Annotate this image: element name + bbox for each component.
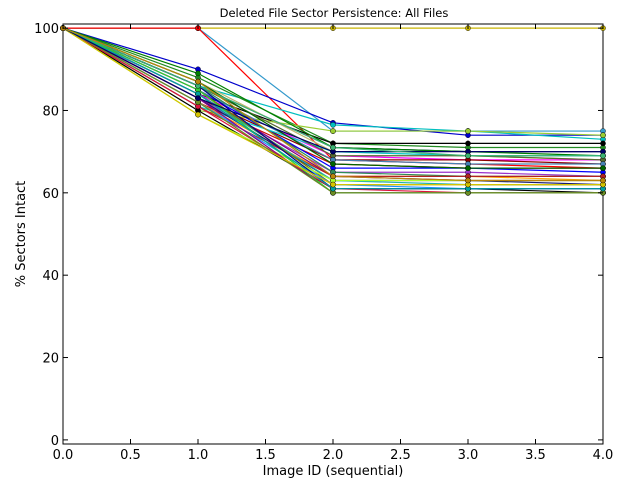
series-36 xyxy=(60,25,606,192)
data-point xyxy=(600,132,606,138)
data-point xyxy=(330,161,336,167)
data-point xyxy=(330,173,336,180)
plot-area: 0.0 0.5 1.0 1.5 2.0 2.5 3.0 3.5 4.0 0 20 40 60 80 100 xyxy=(34,22,613,463)
x-axis-label: Image ID (sequential) xyxy=(263,464,404,479)
x-tick-label: 4.0 xyxy=(593,448,614,463)
data-point xyxy=(600,165,606,171)
y-tick-label: 80 xyxy=(42,104,59,119)
y-tick-label: 0 xyxy=(51,434,59,449)
x-tick-label: 0.5 xyxy=(120,448,141,463)
x-tick-label: 3.0 xyxy=(458,448,479,463)
x-tick-label: 1.5 xyxy=(255,448,276,463)
x-tick-label: 0.0 xyxy=(53,448,74,463)
series-layer xyxy=(60,25,606,196)
data-point xyxy=(330,144,336,151)
series-38 xyxy=(60,25,606,155)
data-point xyxy=(465,128,471,134)
data-point xyxy=(330,181,336,188)
data-point xyxy=(465,152,471,159)
x-tick-label: 2.0 xyxy=(323,448,344,463)
data-point xyxy=(465,165,471,171)
data-point xyxy=(600,152,606,159)
y-axis-ticks: 0 20 40 60 80 100 xyxy=(34,22,603,449)
data-point xyxy=(465,177,471,184)
y-axis-label: % Sectors Intact xyxy=(14,181,29,288)
x-tick-label: 2.5 xyxy=(390,448,411,463)
series-40 xyxy=(60,25,606,184)
data-point xyxy=(600,177,606,184)
data-point xyxy=(195,111,201,118)
y-tick-label: 100 xyxy=(34,22,59,37)
chart-title: Deleted File Sector Persistence: All Fil… xyxy=(220,6,449,20)
data-point xyxy=(465,140,471,147)
data-point xyxy=(330,128,336,134)
x-axis-ticks: 0.0 0.5 1.0 1.5 2.0 2.5 3.0 3.5 4.0 xyxy=(53,24,614,463)
data-point xyxy=(195,78,201,85)
y-tick-label: 20 xyxy=(42,352,59,367)
y-tick-label: 60 xyxy=(42,187,59,202)
data-point xyxy=(600,140,606,147)
data-point xyxy=(195,95,201,101)
data-point xyxy=(330,122,336,128)
y-tick-label: 40 xyxy=(42,269,59,284)
x-tick-label: 1.0 xyxy=(188,448,209,463)
x-tick-label: 3.5 xyxy=(525,448,546,463)
data-point xyxy=(195,70,201,77)
